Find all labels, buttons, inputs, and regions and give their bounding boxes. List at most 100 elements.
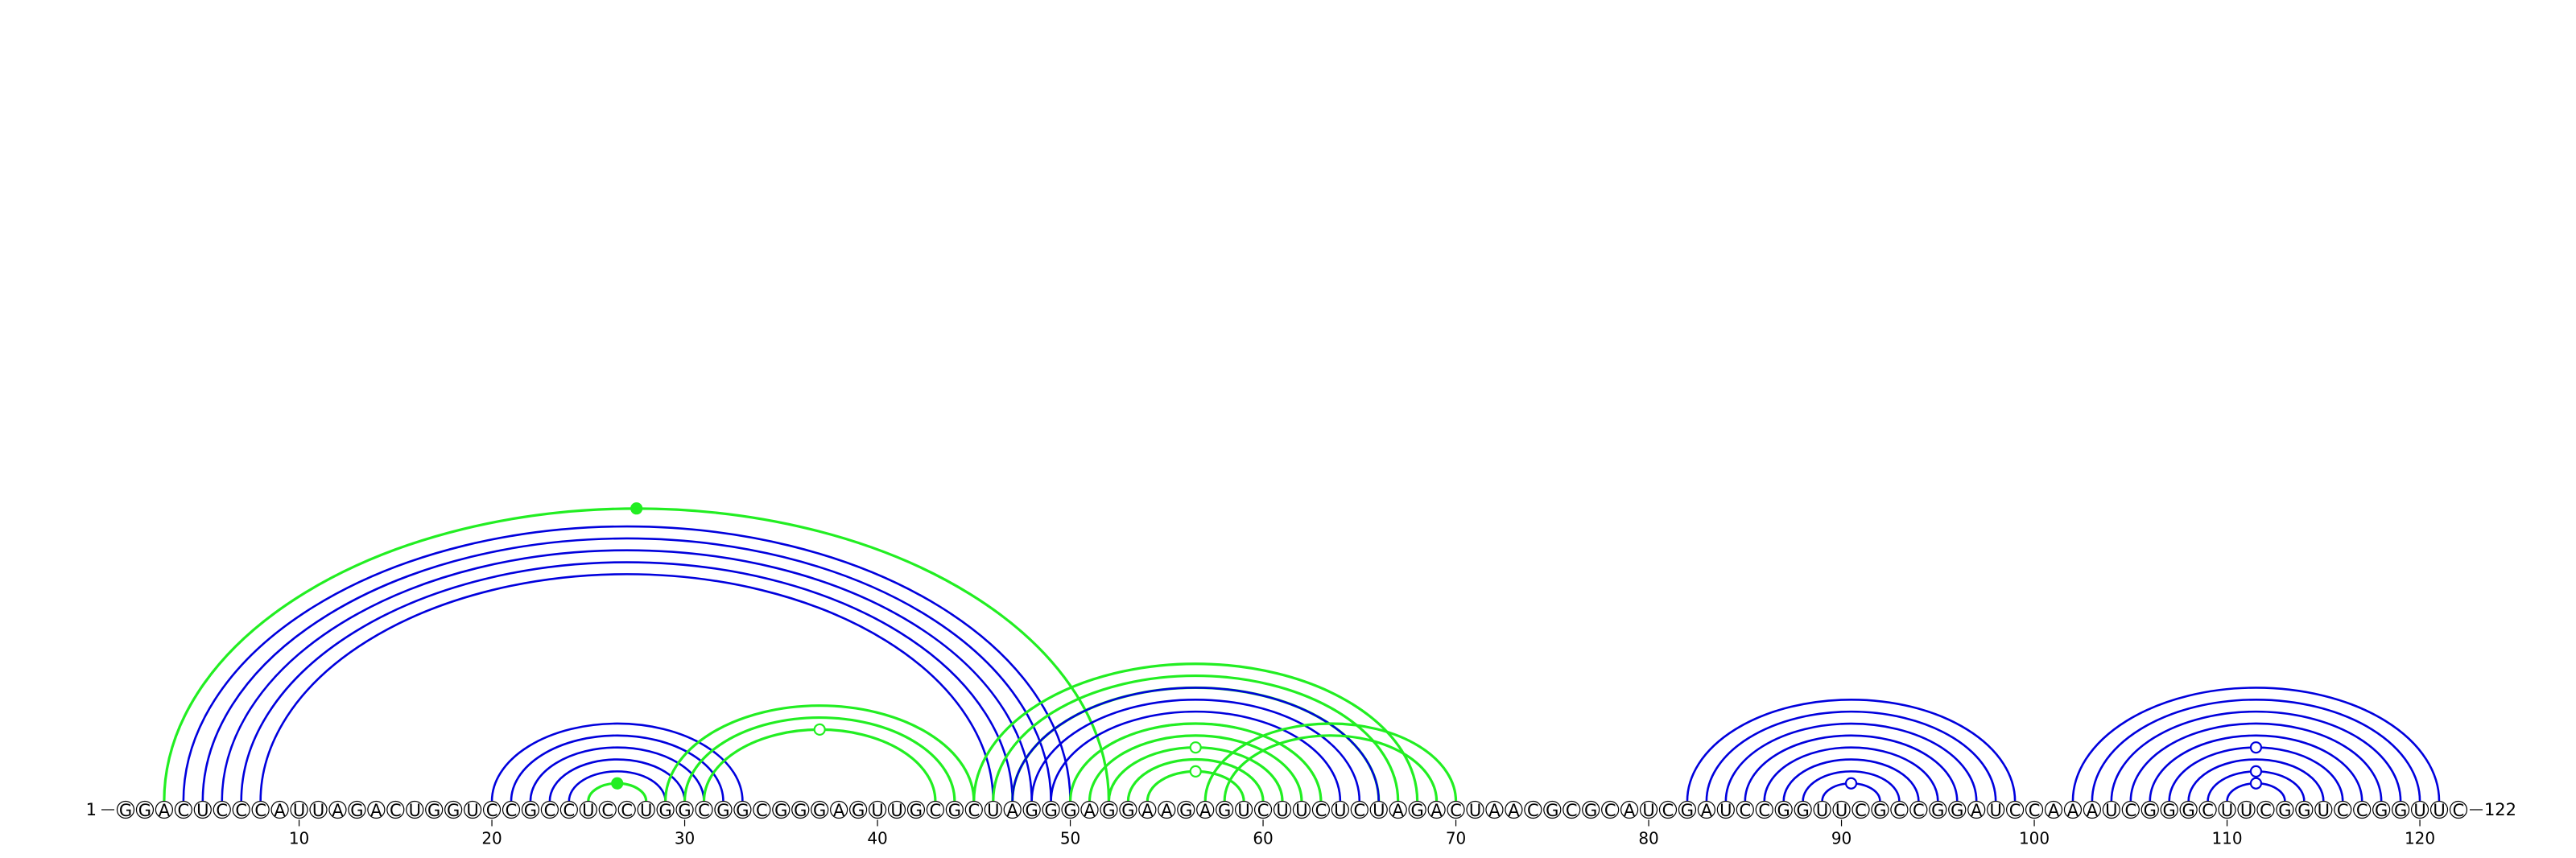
- marker-layer: [611, 502, 2263, 790]
- nucleotide-circle: [1466, 800, 1484, 819]
- nucleotide: A: [367, 800, 386, 820]
- nucleotide-letter: C: [506, 801, 518, 820]
- nucleotide: U: [463, 800, 482, 820]
- nucleotide-letter: G: [119, 801, 132, 820]
- nucleotide-circle: [1158, 800, 1176, 819]
- nucleotide-circle: [1196, 800, 1215, 819]
- nucleotide-letter: G: [1797, 801, 1810, 820]
- nucleotide: C: [1350, 800, 1368, 820]
- nucleotide-circle: [1369, 800, 1388, 819]
- nucleotide-circle: [116, 800, 135, 819]
- nucleotide-circle: [675, 800, 694, 819]
- nucleotide-circle: [1620, 800, 1639, 819]
- nucleotide-circle: [1852, 800, 1870, 819]
- nucleotide: G: [1582, 800, 1600, 820]
- nucleotide-letter: C: [1450, 801, 1462, 820]
- nucleotide-circle: [2237, 800, 2256, 819]
- nucleotide-circle: [482, 800, 502, 819]
- nucleotide: A: [830, 800, 848, 820]
- nucleotide-letter: G: [1044, 801, 1057, 820]
- nucleotide-letter: C: [756, 801, 768, 820]
- nucleotide-circle: [328, 800, 347, 819]
- nucleotide-letter: G: [2375, 801, 2388, 820]
- nucleotide: C: [1852, 800, 1870, 820]
- base-pair-arc: [1802, 770, 1901, 802]
- nucleotide-letter: C: [1604, 801, 1616, 820]
- nucleotide-circle: [1253, 800, 1273, 819]
- nucleotide: C: [540, 800, 559, 820]
- nucleotide: U: [1639, 800, 1658, 820]
- nucleotide: C: [2006, 800, 2025, 820]
- nucleotide: G: [945, 800, 964, 820]
- tick-label: 40: [867, 829, 887, 848]
- base-pair-arc: [568, 770, 667, 802]
- nucleotide-circle: [1929, 800, 1947, 819]
- base-pair-arc: [163, 507, 1111, 802]
- nucleotide: U: [193, 800, 212, 820]
- nucleotide-letter: U: [1237, 801, 1249, 820]
- nucleotide-circle: [848, 800, 868, 819]
- nucleotide-letter: G: [736, 801, 749, 820]
- nucleotide: A: [2063, 800, 2083, 820]
- nucleotide-letter: C: [601, 801, 613, 820]
- nucleotide-circle: [887, 800, 906, 819]
- nucleotide-circle: [1543, 800, 1562, 819]
- nucleotide-circle: [695, 800, 713, 819]
- base-pair-arc: [1050, 710, 1342, 802]
- nucleotide: A: [1003, 800, 1022, 820]
- nucleotide-letter: A: [1141, 801, 1154, 820]
- nucleotide-circle: [1119, 800, 1137, 819]
- nucleotide-letter: C: [1758, 801, 1770, 820]
- nucleotide-circle: [2121, 800, 2140, 819]
- nucleotide-letter: U: [582, 801, 594, 820]
- nucleotide-letter: G: [1681, 801, 1694, 820]
- nucleotide-circle: [2179, 800, 2198, 819]
- nucleotide: G: [1794, 800, 1812, 820]
- nucleotide: U: [2237, 800, 2256, 820]
- nucleotide: U: [637, 800, 655, 820]
- nucleotide-letter: C: [698, 801, 710, 820]
- base-pair-arc: [259, 573, 995, 802]
- base-pair-arc: [2129, 722, 2383, 802]
- nucleotide-letter: A: [1161, 801, 1173, 820]
- nucleotide-circle: [1716, 800, 1735, 819]
- nucleotide-circle: [1273, 800, 1292, 819]
- nucleotide-letter: G: [1411, 801, 1424, 820]
- nucleotide-letter: G: [1063, 801, 1076, 820]
- tick-label: 20: [481, 829, 502, 848]
- nucleotide: C: [926, 800, 945, 820]
- base-pair-arc: [2091, 698, 2421, 802]
- nucleotide-letter: G: [1179, 801, 1192, 820]
- nucleotide: A: [1967, 800, 1986, 820]
- nucleotide-circle: [2276, 800, 2294, 819]
- nucleotide-circle: [984, 800, 1002, 819]
- nucleotide-circle: [637, 800, 655, 819]
- nucleotide-circle: [1003, 800, 1022, 819]
- nucleotide-circle: [1909, 800, 1928, 819]
- nucleotide-circle: [1138, 800, 1157, 819]
- nucleotide: C: [1890, 800, 1909, 820]
- nucleotide-letter: C: [2260, 801, 2272, 820]
- nucleotide: G: [1177, 800, 1195, 820]
- nucleotide: C: [174, 800, 192, 820]
- base-pair-arc: [510, 734, 724, 802]
- nucleotide-letter: G: [1931, 801, 1944, 820]
- nucleotide-letter: G: [2144, 801, 2157, 820]
- nucleotide-circle: [772, 800, 791, 819]
- nucleotide: U: [2410, 800, 2429, 820]
- nucleotide-circle: [656, 800, 675, 819]
- nucleotide-letter: G: [716, 801, 729, 820]
- nucleotide-letter: C: [564, 801, 576, 820]
- nucleotide: G: [656, 800, 675, 820]
- nucleotide-letter: G: [948, 801, 961, 820]
- loop-marker: [2249, 765, 2263, 778]
- nucleotide-letter: A: [2048, 801, 2060, 820]
- nucleotide-letter: A: [1624, 801, 1636, 820]
- nucleotide-circle: [232, 800, 250, 819]
- nucleotide-letter: G: [1121, 801, 1134, 820]
- nucleotide-circle: [251, 800, 270, 819]
- nucleotide-letter: C: [1527, 801, 1539, 820]
- nucleotide-letter: A: [159, 801, 171, 820]
- nucleotide-circle: [174, 800, 192, 819]
- nucleotide-circle: [945, 800, 964, 819]
